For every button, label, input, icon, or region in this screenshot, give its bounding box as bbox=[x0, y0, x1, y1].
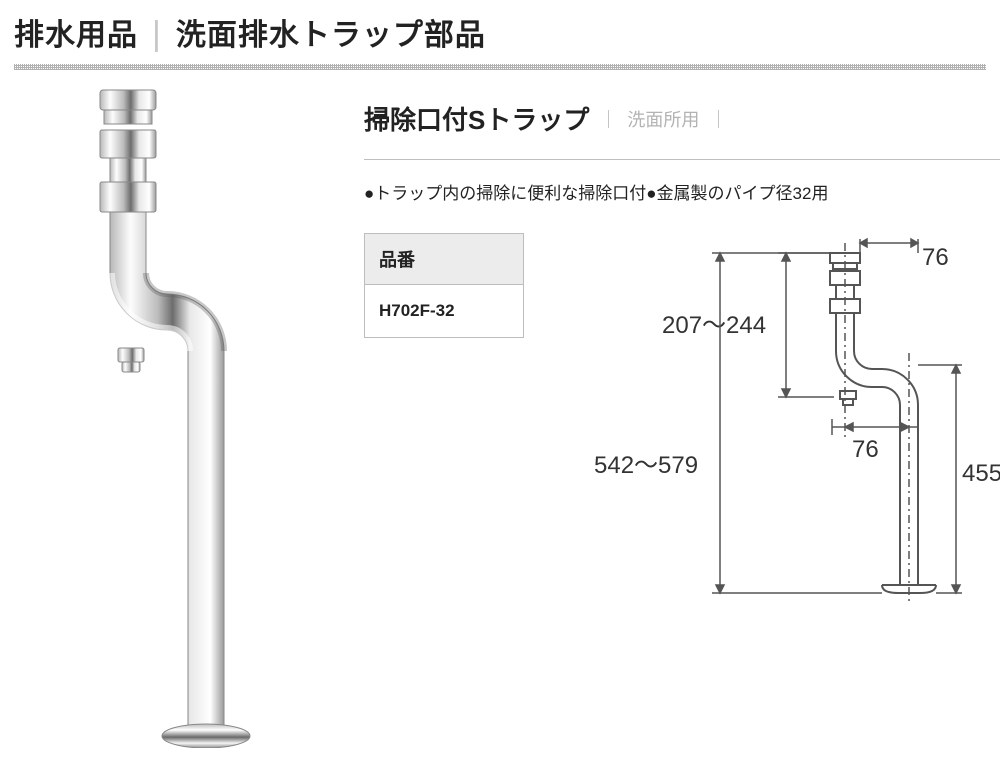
spec-table: 品番 H702F-32 bbox=[364, 233, 524, 338]
dim-drop-height: 455 bbox=[962, 460, 1000, 487]
tag-close: ｜ bbox=[709, 106, 727, 132]
dim-top-width: 76 bbox=[922, 244, 949, 271]
header-rule bbox=[14, 64, 986, 70]
dim-total-height: 542～579 bbox=[594, 452, 698, 479]
product-title: 掃除口付Sトラップ bbox=[364, 100, 589, 137]
product-photo bbox=[14, 82, 334, 753]
header-divider: | bbox=[152, 17, 162, 51]
dim-upper-height: 207～244 bbox=[662, 312, 766, 339]
product-title-row: 掃除口付Sトラップ ｜ 洗面所用 ｜ bbox=[364, 100, 1000, 137]
product-tag: 洗面所用 bbox=[627, 106, 699, 132]
product-description: ●トラップ内の掃除に便利な掃除口付●金属製のパイプ径32用 bbox=[364, 180, 1000, 207]
category-label: 排水用品 bbox=[14, 10, 138, 54]
dimension-diagram: 76 207～244 bbox=[564, 233, 1000, 628]
tag-open: ｜ bbox=[599, 106, 617, 132]
spec-model: H702F-32 bbox=[365, 285, 524, 338]
spec-header: 品番 bbox=[365, 234, 524, 285]
subcategory-label: 洗面排水トラップ部品 bbox=[176, 10, 486, 54]
dim-trap-width: 76 bbox=[852, 436, 879, 463]
spec-block: 品番 H702F-32 bbox=[364, 233, 524, 628]
page-header: 排水用品 | 洗面排水トラップ部品 bbox=[14, 10, 986, 54]
title-rule bbox=[364, 159, 1000, 160]
